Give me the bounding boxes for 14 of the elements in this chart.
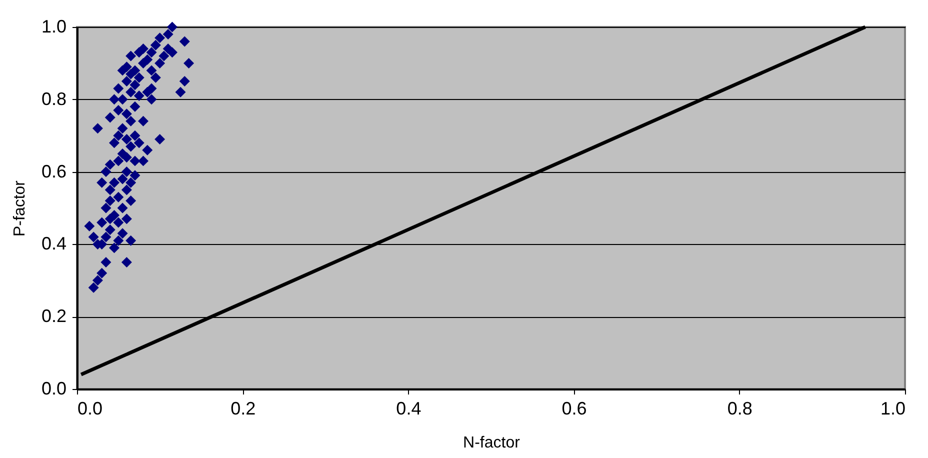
x-tick-label: 0.0 (78, 398, 103, 418)
y-tick-label: 0.0 (41, 378, 66, 398)
y-tick-label: 0.4 (41, 234, 66, 254)
x-tick-label: 1.0 (880, 398, 906, 418)
x-tick-label: 0.4 (396, 398, 422, 418)
x-tick-label: 0.6 (562, 398, 587, 418)
x-tick-label: 0.2 (230, 398, 256, 418)
x-axis-title: N-factor (463, 434, 521, 452)
y-tick-label: 0.8 (41, 88, 66, 109)
y-tick-label: 1.0 (41, 16, 66, 36)
x-tick-label: 0.8 (727, 398, 752, 418)
y-axis-title: P-factor (11, 180, 28, 237)
y-tick-label: 0.6 (41, 161, 66, 182)
y-tick-label: 0.2 (41, 306, 66, 326)
